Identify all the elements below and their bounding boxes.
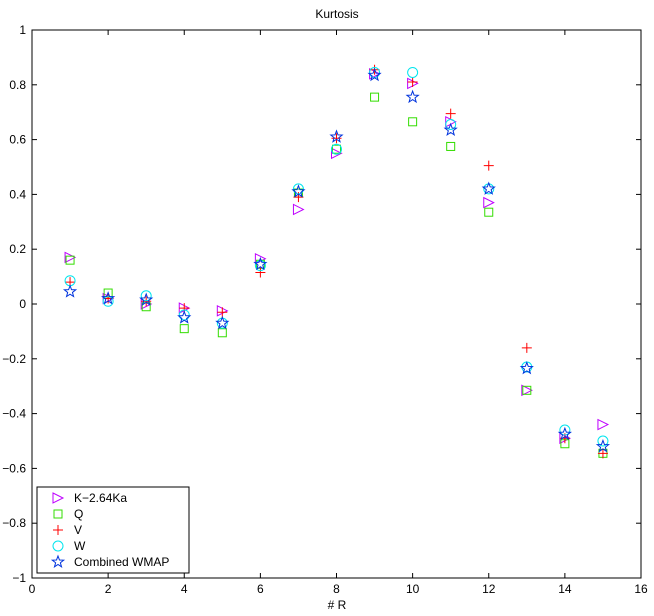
data-point: [407, 77, 418, 88]
data-point: [445, 119, 457, 131]
data-point: [177, 310, 192, 324]
data-point: [595, 439, 611, 453]
y-tick-label: 1: [19, 23, 26, 37]
x-tick-label: 2: [105, 582, 112, 596]
legend-label: W: [74, 539, 86, 553]
y-tick-label: 0: [19, 297, 26, 311]
axis-ticks: 0 2 4 6 8 10 12 14 16 −1 −0.8 −0.6 −0.4 −0.2 0 0.2 0.4 0.…: [2, 23, 648, 596]
data-point: [217, 328, 227, 338]
y-tick-label: 0.6: [9, 133, 26, 147]
legend-label: V: [74, 523, 82, 537]
y-tick-label: 0.2: [9, 242, 26, 256]
data-point: [254, 260, 266, 272]
data-point: [483, 160, 494, 171]
x-tick-label: 16: [634, 582, 648, 596]
x-tick-label: 6: [257, 582, 264, 596]
y-tick-label: −0.4: [2, 407, 26, 421]
legend-label: Combined WMAP: [74, 555, 169, 569]
data-marks: [62, 64, 611, 459]
y-tick-label: −0.2: [2, 352, 26, 366]
data-point: [215, 315, 230, 330]
data-point: [253, 256, 268, 271]
x-tick-label: 12: [482, 582, 496, 596]
data-point: [255, 267, 266, 278]
x-axis-label: # R: [328, 598, 347, 612]
x-tick-label: 10: [406, 582, 420, 596]
data-point: [445, 108, 456, 119]
x-tick-label: 0: [29, 582, 36, 596]
y-tick-label: −0.6: [2, 461, 26, 475]
data-point: [102, 295, 114, 307]
data-point: [331, 143, 342, 155]
data-point: [292, 203, 305, 216]
data-point: [484, 207, 494, 217]
data-point: [331, 147, 343, 160]
data-point: [407, 66, 419, 78]
series-5: [62, 67, 611, 453]
data-point: [483, 196, 495, 209]
data-point: [62, 284, 78, 298]
data-point: [367, 67, 382, 82]
data-point: [557, 426, 572, 441]
data-point: [519, 360, 534, 375]
data-point: [101, 291, 116, 305]
y-tick-label: −1: [12, 571, 26, 585]
data-point: [559, 424, 571, 436]
data-point: [65, 255, 75, 265]
data-point: [329, 129, 344, 143]
data-point: [521, 384, 533, 397]
data-point: [597, 448, 608, 459]
data-point: [331, 133, 342, 144]
data-point: [139, 292, 154, 306]
x-tick-label: 8: [333, 582, 340, 596]
data-point: [597, 418, 610, 431]
legend-marker: [52, 540, 64, 552]
data-point: [521, 342, 532, 353]
series-3: [65, 64, 608, 459]
data-point: [254, 252, 267, 265]
y-tick-label: 0.4: [9, 187, 26, 201]
chart-title: Kurtosis: [315, 7, 358, 21]
x-tick-label: 14: [558, 582, 572, 596]
data-point: [140, 290, 152, 302]
legend-label: Q: [74, 507, 83, 521]
legend-marker: [53, 525, 63, 535]
data-point: [481, 181, 496, 195]
data-point: [291, 184, 306, 198]
legend: K−2.64Ka QVW Combined WMAP: [36, 486, 190, 574]
data-point: [446, 141, 456, 151]
data-point: [597, 435, 609, 447]
data-point: [217, 307, 228, 318]
data-point: [64, 251, 77, 264]
data-point: [179, 324, 189, 334]
data-point: [443, 122, 458, 137]
x-tick-label: 4: [181, 582, 188, 596]
legend-marker: [53, 509, 63, 519]
y-tick-label: 0.8: [9, 78, 26, 92]
legend-label: K−2.64Ka: [74, 491, 127, 505]
data-point: [405, 89, 420, 104]
data-point: [522, 385, 532, 395]
data-point: [370, 92, 380, 102]
legend-marker: [50, 554, 66, 569]
y-tick-label: −0.8: [2, 516, 26, 530]
legend-marker: [52, 492, 65, 504]
data-point: [408, 117, 418, 127]
data-point: [332, 144, 341, 154]
